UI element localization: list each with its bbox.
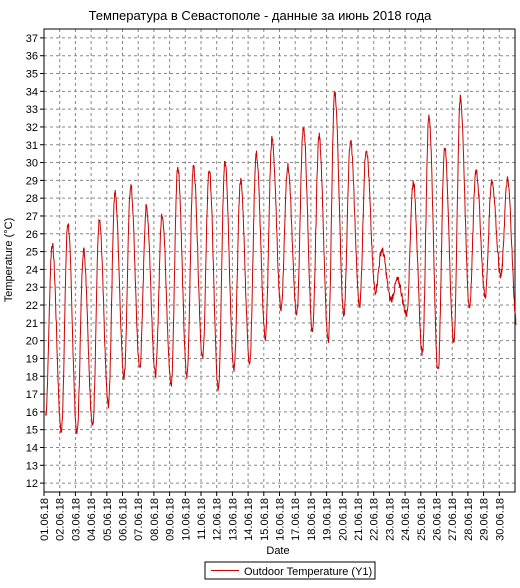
x-tick-label: 21.06.18 bbox=[353, 498, 365, 541]
y-tick-label: 28 bbox=[26, 193, 38, 205]
x-tick-label: 18.06.18 bbox=[306, 498, 318, 541]
y-tick-label: 13 bbox=[26, 460, 38, 472]
y-tick-label: 24 bbox=[26, 264, 38, 276]
legend: Outdoor Temperature (Y1) bbox=[204, 561, 376, 580]
x-tick-label: 16.06.18 bbox=[275, 498, 287, 541]
x-tick-label: 15.06.18 bbox=[259, 498, 271, 541]
legend-box bbox=[204, 561, 376, 580]
x-tick-label: 29.06.18 bbox=[479, 498, 491, 541]
x-tick-label: 17.06.18 bbox=[290, 498, 302, 541]
grid-lines bbox=[44, 29, 515, 492]
x-tick-label: 03.06.18 bbox=[70, 498, 82, 541]
series-layer bbox=[45, 91, 517, 434]
y-tick-label: 34 bbox=[26, 86, 38, 98]
y-tick-label: 21 bbox=[26, 318, 38, 330]
y-tick-label: 17 bbox=[26, 389, 38, 401]
x-tick-label: 10.06.18 bbox=[180, 498, 192, 541]
x-tick-label: 08.06.18 bbox=[149, 498, 161, 541]
x-axis-label: Date bbox=[266, 545, 289, 557]
y-tick-label: 32 bbox=[26, 122, 38, 134]
y-tick-label: 23 bbox=[26, 282, 38, 294]
y-tick-label: 14 bbox=[26, 442, 38, 454]
y-tick-label: 30 bbox=[26, 158, 38, 170]
y-tick-label: 12 bbox=[26, 478, 38, 490]
y-tick-label: 31 bbox=[26, 140, 38, 152]
y-tick-label: 22 bbox=[26, 300, 38, 312]
y-tick-label: 33 bbox=[26, 104, 38, 116]
y-axis-label: Temperature (°C) bbox=[3, 218, 15, 302]
y-tick-label: 15 bbox=[26, 425, 38, 437]
x-tick-label: 11.06.18 bbox=[196, 498, 208, 540]
y-tick-label: 29 bbox=[26, 175, 38, 187]
x-tick-label: 09.06.18 bbox=[165, 498, 177, 541]
y-tick-label: 35 bbox=[26, 69, 38, 81]
series-line-outdoor-temperature bbox=[45, 91, 517, 434]
y-tick-label: 25 bbox=[26, 247, 38, 259]
x-tick-label: 06.06.18 bbox=[118, 498, 130, 541]
x-tick-label: 25.06.18 bbox=[416, 498, 428, 541]
x-tick-label: 22.06.18 bbox=[369, 498, 381, 541]
x-tick-label: 30.06.18 bbox=[494, 498, 506, 541]
x-tick-label: 12.06.18 bbox=[212, 498, 224, 541]
y-axis: 12 13 14 15 16 17 18 19 20 21 22 23 24 25 26 27 28 29 30 31… bbox=[26, 33, 44, 490]
y-tick-label: 27 bbox=[26, 211, 38, 223]
x-tick-label: 04.06.18 bbox=[86, 498, 98, 541]
x-tick-label: 26.06.18 bbox=[432, 498, 444, 541]
legend-label: Outdoor Temperature (Y1) bbox=[244, 566, 372, 578]
x-tick-label: 02.06.18 bbox=[55, 498, 67, 541]
y-tick-label: 26 bbox=[26, 229, 38, 241]
x-tick-label: 24.06.18 bbox=[400, 498, 412, 541]
y-tick-label: 18 bbox=[26, 371, 38, 383]
x-tick-label: 20.06.18 bbox=[337, 498, 349, 541]
x-tick-label: 23.06.18 bbox=[384, 498, 396, 541]
y-tick-label: 20 bbox=[26, 336, 38, 348]
x-tick-label: 05.06.18 bbox=[102, 498, 114, 541]
y-tick-label: 19 bbox=[26, 353, 38, 365]
x-tick-label: 07.06.18 bbox=[133, 498, 145, 541]
x-axis: 01.06.18 02.06.18 03.06.18 04.06.18 05.06.18… bbox=[39, 492, 506, 541]
chart-title: Температура в Севастополе - данные за ию… bbox=[89, 8, 433, 23]
y-tick-label: 16 bbox=[26, 407, 38, 419]
y-tick-label: 37 bbox=[26, 33, 38, 45]
x-tick-label: 14.06.18 bbox=[243, 498, 255, 541]
x-tick-label: 28.06.18 bbox=[463, 498, 475, 541]
x-tick-label: 01.06.18 bbox=[39, 498, 51, 541]
x-tick-label: 19.06.18 bbox=[322, 498, 334, 541]
x-tick-label: 27.06.18 bbox=[447, 498, 459, 541]
y-tick-label: 36 bbox=[26, 51, 38, 63]
x-tick-label: 13.06.18 bbox=[227, 498, 239, 541]
